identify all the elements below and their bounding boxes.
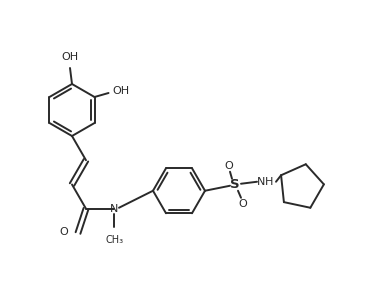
Text: CH₃: CH₃ <box>106 235 124 245</box>
Text: H: H <box>265 177 274 187</box>
Text: S: S <box>230 178 240 191</box>
Text: OH: OH <box>113 86 129 96</box>
Text: O: O <box>60 227 68 237</box>
Text: O: O <box>225 161 233 171</box>
Text: OH: OH <box>62 52 79 62</box>
Text: O: O <box>239 199 248 209</box>
Text: N: N <box>257 177 265 187</box>
Text: N: N <box>110 204 118 214</box>
